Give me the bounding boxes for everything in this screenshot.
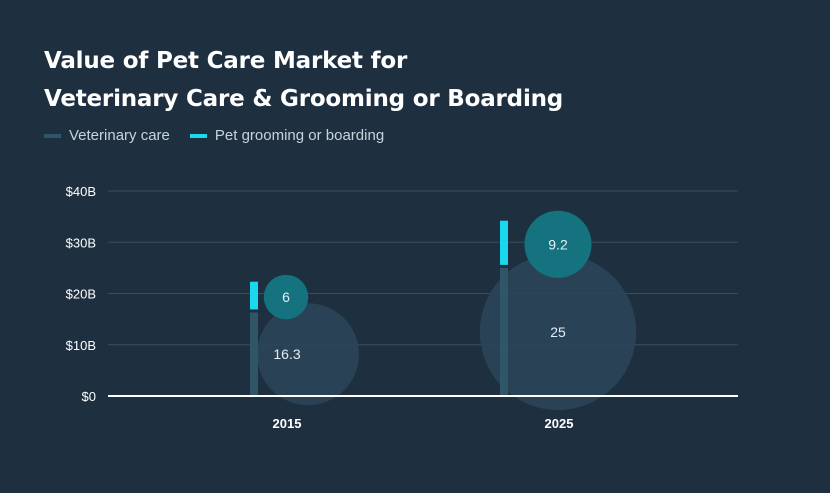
legend-item-grooming: Pet grooming or boarding [189, 127, 385, 144]
bubble-grooming [524, 210, 592, 278]
bar-grooming [500, 220, 508, 265]
chart-title: Value of Pet Care Market for Veterinary … [44, 42, 563, 118]
y-tick-label: $10B [66, 338, 96, 353]
y-tick-label: $30B [66, 235, 96, 250]
bar-grooming [250, 281, 258, 310]
data-label-grooming: 6 [282, 289, 290, 305]
x-tick-label: 2025 [545, 416, 574, 431]
bubble-veterinary [479, 253, 637, 411]
chart-legend: Veterinary care Pet grooming or boarding [44, 127, 384, 144]
y-tick-label: $40B [66, 184, 96, 199]
chart-title-line-1: Value of Pet Care Market for [44, 48, 408, 74]
chart-title-line-2: Veterinary Care & Grooming or Boarding [44, 86, 564, 112]
data-label-veterinary: 25 [550, 324, 566, 340]
legend-label-grooming: Pet grooming or boarding [214, 127, 385, 144]
data-label-veterinary: 16.3 [273, 346, 300, 362]
bubble-veterinary [257, 303, 359, 406]
legend-label-veterinary: Veterinary care [69, 127, 170, 144]
y-tick-label: $0 [82, 389, 96, 404]
legend-swatch-grooming [189, 133, 207, 138]
bar-veterinary [500, 267, 508, 396]
x-tick-label: 2015 [273, 416, 302, 431]
bubble-grooming [263, 274, 309, 320]
data-label-grooming: 9.2 [548, 236, 568, 252]
legend-swatch-veterinary [44, 133, 61, 138]
y-tick-label: $20B [66, 287, 96, 302]
bar-veterinary [250, 312, 258, 396]
legend-item-veterinary: Veterinary care [44, 127, 170, 144]
